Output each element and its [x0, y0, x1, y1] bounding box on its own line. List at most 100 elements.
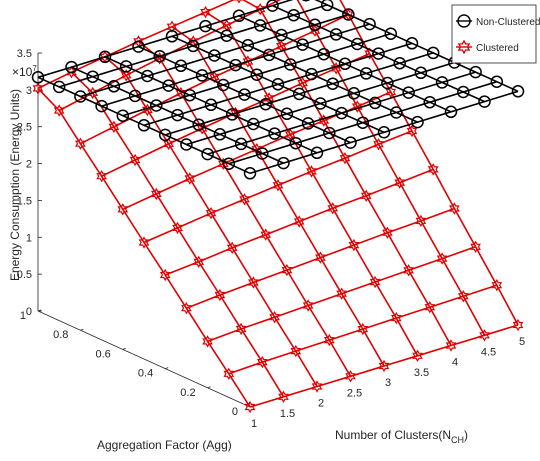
data-point	[196, 122, 208, 135]
data-point	[435, 76, 449, 89]
z-axis-label: Energy Consumption (Energy Units)	[8, 89, 22, 281]
data-point	[260, 228, 272, 241]
data-point	[277, 156, 290, 170]
x-tick-label: 4	[452, 357, 458, 369]
data-point	[172, 221, 183, 235]
data-point	[385, 85, 397, 99]
data-point	[202, 335, 213, 348]
data-point	[174, 59, 188, 73]
legend-marker-non-clustered	[457, 14, 471, 28]
data-point	[444, 105, 458, 119]
mesh-line-y	[272, 4, 485, 103]
mesh-line-y	[296, 0, 486, 336]
data-point	[256, 147, 269, 160]
data-point	[162, 79, 175, 92]
mesh-line-y	[104, 56, 318, 154]
data-point	[372, 47, 385, 60]
x-tick-label: 4.5	[481, 346, 496, 358]
data-point	[351, 100, 363, 113]
x-tick-label: 3	[385, 377, 391, 389]
x-tick-label: 2	[318, 398, 324, 410]
data-point	[129, 153, 141, 167]
mesh-line-x	[37, 0, 236, 90]
data-point	[427, 163, 439, 176]
data-point	[253, 19, 267, 32]
z-tick-label: 1	[26, 232, 32, 244]
y-tick-mark	[207, 386, 211, 389]
mesh-line-y	[205, 25, 418, 123]
mesh-line-y	[104, 56, 318, 387]
data-point	[128, 89, 142, 103]
data-point	[225, 108, 239, 121]
legend-entry-non-clustered: Non-Clustered	[456, 14, 540, 28]
data-point	[271, 78, 285, 91]
mesh-line-y	[70, 71, 285, 398]
mesh-line-y	[314, 0, 519, 93]
mesh-line-y	[37, 76, 251, 175]
y-tick-mark	[37, 309, 42, 312]
data-point	[329, 28, 343, 41]
data-point	[239, 193, 250, 206]
data-point	[406, 124, 418, 138]
mesh-line-y	[339, 0, 519, 326]
data-point	[490, 75, 504, 88]
data-point	[344, 136, 357, 149]
data-point	[235, 322, 247, 336]
legend: Non-Clustered Clustered	[451, 4, 540, 64]
data-point	[320, 0, 334, 12]
data-point	[308, 18, 322, 32]
x-tick-label: 1	[251, 418, 257, 430]
data-point	[183, 88, 197, 102]
data-point	[512, 318, 524, 332]
legend-entry-clustered: Clustered	[456, 39, 519, 55]
data-point	[141, 69, 154, 83]
data-point	[327, 202, 339, 215]
data-point	[95, 99, 108, 113]
data-point	[217, 78, 230, 92]
data-point	[479, 329, 490, 342]
data-point	[150, 99, 163, 112]
data-point	[243, 167, 257, 180]
data-point	[205, 206, 217, 220]
data-point	[356, 116, 370, 129]
data-point	[357, 322, 369, 336]
data-point	[491, 279, 503, 292]
data-point	[116, 109, 130, 122]
x-tick-label: 1.5	[280, 408, 295, 420]
z-tick-label: 2.5	[17, 122, 32, 134]
data-point	[171, 108, 184, 122]
data-point	[132, 40, 145, 53]
data-point	[119, 60, 133, 73]
data-point	[382, 226, 393, 239]
data-point	[153, 49, 166, 63]
y-axis-label: Aggregation Factor (Agg)	[97, 438, 232, 452]
data-point	[415, 214, 427, 228]
data-point	[195, 69, 209, 82]
data-point	[292, 87, 306, 101]
mesh-line-y	[37, 87, 251, 408]
data-point	[412, 349, 423, 363]
data-point	[184, 172, 196, 185]
data-point	[323, 333, 335, 347]
data-point	[290, 344, 302, 358]
data-point	[259, 97, 272, 111]
data-point	[511, 85, 525, 98]
data-point	[233, 0, 245, 4]
mesh-line-y	[242, 0, 452, 346]
mesh-line-y	[71, 66, 284, 164]
data-point	[426, 46, 440, 60]
data-point	[373, 137, 384, 151]
data-point	[339, 151, 351, 165]
data-point	[470, 240, 481, 253]
mesh-layer	[31, 0, 525, 414]
data-point	[223, 367, 235, 380]
data-point	[311, 380, 323, 393]
mesh-line-y	[171, 26, 385, 367]
x-tick-label: 5	[519, 336, 525, 348]
data-point	[390, 106, 403, 119]
data-point	[200, 5, 211, 19]
data-point	[317, 47, 331, 61]
y-axis-line	[37, 310, 251, 408]
data-point	[278, 390, 289, 404]
data-point	[247, 117, 260, 131]
